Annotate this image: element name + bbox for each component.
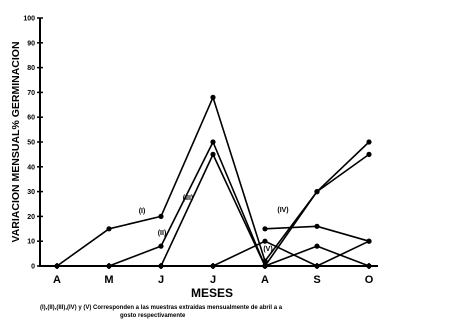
caption: (I),(II),(III),(IV) y (V) Corresponden a… (40, 304, 450, 320)
data-point (366, 238, 372, 244)
data-point (262, 226, 268, 232)
y-tick-label: 10 (27, 239, 35, 246)
y-tick-label: 70 (27, 90, 35, 97)
data-point (158, 213, 164, 219)
series-annotation: (III) (183, 195, 194, 202)
data-point (106, 226, 112, 232)
y-axis-title: VARIACION MENSUAL% GERMINACION (10, 41, 22, 242)
data-point (158, 263, 164, 269)
y-tick-label: 0 (31, 264, 35, 271)
series-annotation: (IV) (277, 207, 288, 214)
x-tick-label: J (210, 274, 216, 286)
y-tick-label: 100 (23, 16, 35, 23)
series-line-1 (56, 96, 370, 267)
data-point (210, 151, 216, 157)
y-tick-label: 60 (27, 115, 35, 122)
data-point (262, 263, 268, 269)
data-point (366, 139, 372, 145)
data-point (210, 139, 216, 145)
y-tick-label: 20 (27, 214, 35, 221)
series-annotation: (I) (139, 208, 146, 215)
data-point (158, 243, 164, 249)
data-point (54, 263, 60, 269)
series-line-2 (108, 141, 370, 267)
y-tick-label: 30 (27, 189, 35, 196)
data-point (366, 151, 372, 157)
y-tick-label: 40 (27, 164, 35, 171)
caption-line-2: gosto respectivamente (120, 313, 186, 319)
data-point (366, 263, 372, 269)
data-point (314, 189, 320, 195)
x-tick-label: J (158, 274, 164, 286)
x-tick-label: A (261, 274, 269, 286)
data-point (262, 238, 268, 244)
x-tick-label: A (53, 274, 61, 286)
data-point (106, 263, 112, 269)
data-point (210, 263, 216, 269)
data-point (210, 94, 216, 100)
caption-line-1: (I),(II),(III),(IV) y (V) Corresponden a… (40, 305, 283, 311)
y-tick-label: 90 (27, 40, 35, 47)
x-tick-label: M (104, 274, 113, 286)
data-point (314, 223, 320, 229)
series-annotation: (II) (158, 230, 167, 237)
x-axis-title: MESES (191, 286, 233, 300)
y-tick-label: 50 (27, 140, 35, 147)
series-line-4 (212, 240, 370, 267)
y-tick-label: 80 (27, 65, 35, 72)
x-tick-label: O (365, 274, 374, 286)
series-annotation: (V) (263, 246, 272, 253)
data-point (314, 243, 320, 249)
data-point (314, 263, 320, 269)
x-tick-label: S (313, 274, 320, 286)
